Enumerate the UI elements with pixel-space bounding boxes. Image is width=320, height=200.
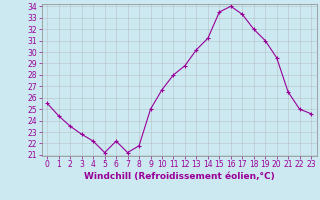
X-axis label: Windchill (Refroidissement éolien,°C): Windchill (Refroidissement éolien,°C): [84, 172, 275, 181]
